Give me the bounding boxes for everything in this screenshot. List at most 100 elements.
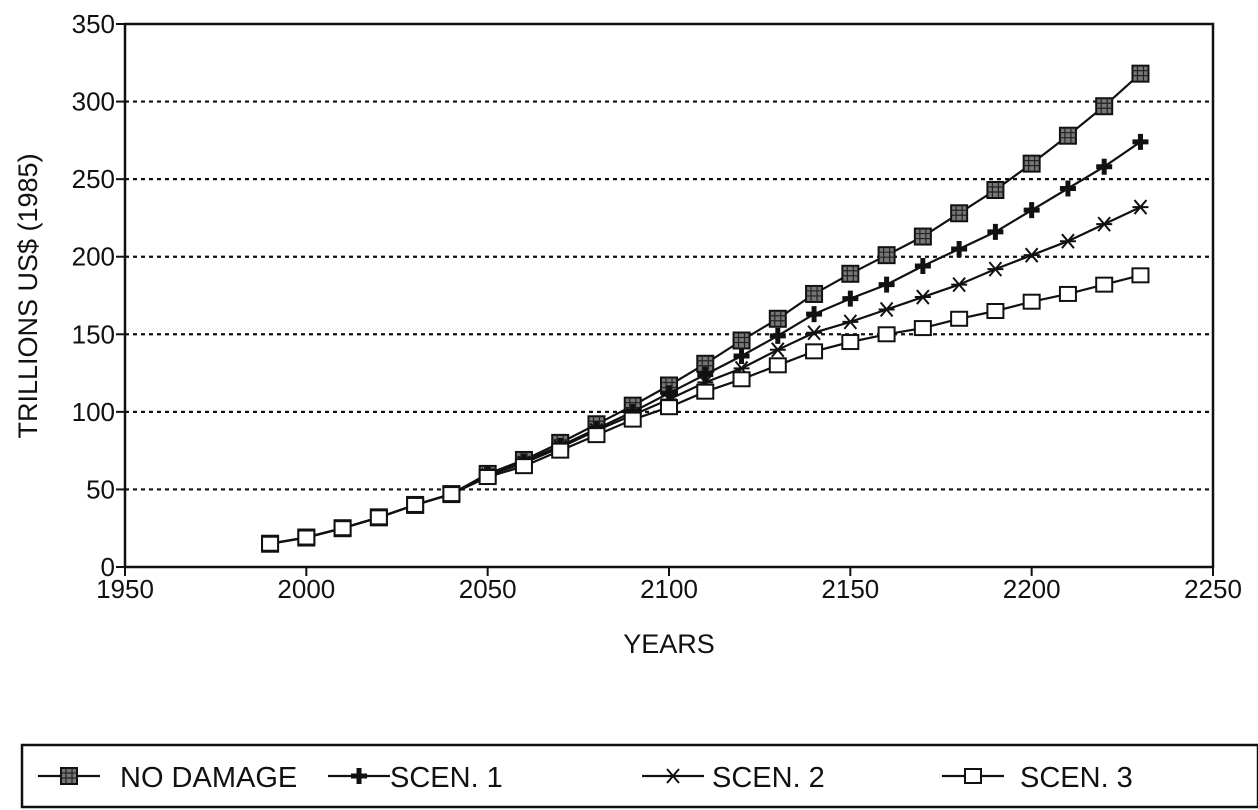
point-0-22 (1058, 126, 1077, 145)
y-tick-label-3: 150 (72, 319, 115, 349)
y-tick-label-1: 50 (86, 474, 115, 504)
point-2-20 (987, 261, 1004, 277)
point-0-17 (877, 246, 896, 265)
point-3-2 (333, 520, 352, 537)
point-3-5 (442, 486, 461, 503)
point-0-16 (841, 264, 860, 283)
point-3-10 (623, 411, 642, 428)
point-1-19 (951, 240, 968, 257)
point-3-15 (805, 343, 824, 360)
legend-marker-2 (665, 768, 681, 784)
x-tick-label-5: 2200 (1003, 574, 1061, 604)
point-3-0 (261, 535, 280, 552)
x-tick-label-2: 2050 (459, 574, 517, 604)
point-3-11 (660, 399, 678, 416)
point-3-20 (986, 303, 1005, 320)
point-2-22 (1059, 233, 1076, 249)
y-tick-label-5: 250 (72, 164, 115, 194)
y-axis-title: TRILLIONS US$ (1985) (13, 153, 43, 438)
legend-label-2: SCEN. 2 (712, 762, 825, 794)
point-3-13 (732, 371, 751, 388)
legend-label-3: SCEN. 3 (1020, 762, 1133, 794)
legend-item-0: NO DAMAGE (38, 762, 297, 794)
point-3-21 (1022, 293, 1041, 310)
point-1-13 (733, 348, 750, 365)
point-1-14 (769, 327, 786, 344)
point-3-1 (297, 529, 316, 546)
point-1-21 (1023, 202, 1040, 219)
point-3-23 (1095, 276, 1114, 293)
point-3-17 (877, 326, 896, 343)
series-3 (261, 267, 1150, 552)
point-2-16 (842, 314, 859, 330)
point-3-3 (369, 509, 388, 526)
series-line-3 (269, 274, 1141, 545)
legend-box (20, 743, 1258, 809)
x-tick-label-4: 2150 (821, 574, 879, 604)
y-tick-label-7: 350 (72, 9, 115, 39)
grid-lines (125, 100, 1213, 491)
point-1-15 (806, 306, 823, 323)
point-0-19 (950, 204, 969, 223)
x-tick-label-0: 1950 (96, 574, 154, 604)
point-3-8 (551, 442, 570, 459)
y-tick-label-4: 200 (72, 242, 115, 272)
x-axis-title: YEARS (623, 629, 715, 659)
point-2-23 (1096, 216, 1113, 232)
point-2-19 (951, 276, 968, 293)
series-line-0 (269, 72, 1142, 545)
point-3-22 (1058, 285, 1077, 302)
point-0-21 (1022, 154, 1041, 173)
y-tick-label-2: 100 (72, 397, 115, 427)
point-0-23 (1095, 97, 1114, 116)
x-tick-label-1: 2000 (277, 574, 335, 604)
point-3-12 (696, 383, 715, 400)
point-1-17 (878, 276, 895, 293)
point-3-4 (406, 496, 425, 513)
point-2-21 (1023, 247, 1040, 263)
point-1-16 (842, 290, 859, 307)
series-layer (261, 64, 1150, 553)
point-0-13 (732, 331, 751, 350)
legend-item-1: SCEN. 1 (328, 762, 503, 794)
point-0-18 (913, 227, 932, 246)
legend-marker-3 (964, 768, 982, 784)
point-3-18 (913, 320, 932, 337)
point-3-9 (587, 427, 606, 444)
x-tick-label-3: 2100 (640, 574, 698, 604)
point-3-24 (1131, 267, 1150, 284)
point-1-24 (1132, 133, 1149, 150)
point-2-18 (914, 289, 931, 305)
plot-frame (123, 22, 1215, 569)
point-0-15 (805, 284, 824, 303)
point-2-14 (769, 342, 786, 358)
legend-marker-1 (351, 768, 367, 784)
point-0-24 (1131, 64, 1150, 83)
point-1-18 (914, 258, 931, 275)
point-0-20 (986, 181, 1005, 200)
point-3-16 (841, 334, 860, 351)
point-1-22 (1059, 180, 1076, 197)
point-3-6 (478, 469, 497, 486)
point-1-20 (987, 223, 1004, 240)
point-2-24 (1132, 199, 1149, 215)
y-tick-label-0: 0 (101, 552, 115, 582)
x-axis-ticks: 1950 2000 2050 2100 2150 2200 2250 (96, 567, 1242, 604)
point-2-17 (878, 301, 895, 318)
legend-item-3: SCEN. 3 (942, 762, 1133, 794)
point-3-7 (514, 458, 533, 475)
y-tick-label-6: 300 (72, 87, 115, 117)
point-3-19 (950, 310, 969, 327)
point-1-12 (697, 366, 714, 383)
point-1-23 (1096, 158, 1113, 175)
point-2-15 (806, 325, 823, 341)
y-axis-ticks: 0 50 100 150 200 250 300 350 (72, 9, 125, 582)
legend-item-2: SCEN. 2 (642, 762, 825, 794)
point-3-14 (768, 357, 787, 374)
series-line-1 (269, 140, 1142, 545)
series-0 (261, 64, 1150, 553)
legend-label-1: SCEN. 1 (390, 762, 503, 794)
point-0-14 (768, 309, 787, 328)
legend: NO DAMAGE SCEN. 1 SCEN. 2 SCEN. 3 (38, 762, 1133, 794)
